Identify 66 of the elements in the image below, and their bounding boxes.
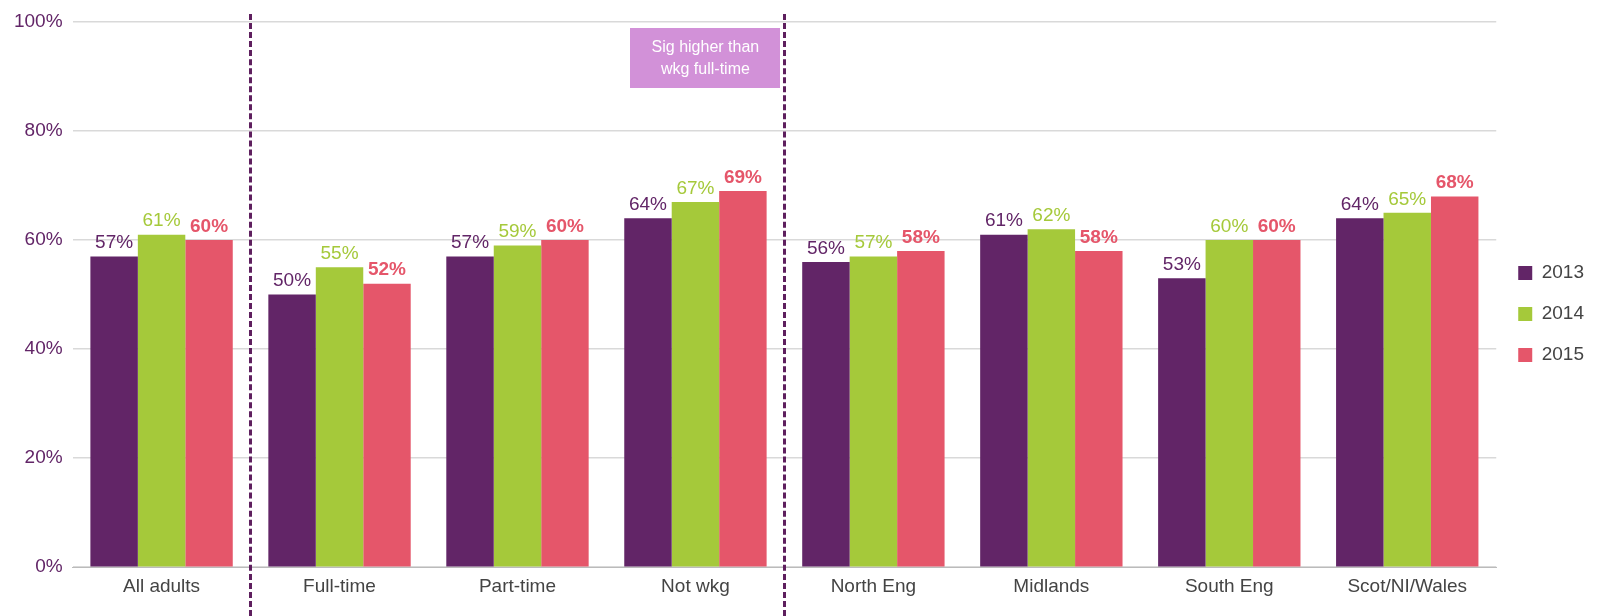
bar <box>624 218 672 567</box>
y-tick-label: 80% <box>24 119 63 141</box>
data-label: 59% <box>498 220 537 242</box>
data-label: 65% <box>1388 187 1427 209</box>
x-tick-label: South Eng <box>1184 574 1274 596</box>
bar <box>849 256 898 567</box>
data-label: 57% <box>451 231 490 253</box>
x-tick-label: North Eng <box>830 574 917 596</box>
bar <box>90 256 138 567</box>
x-tick-label: Scot/NI/Wales <box>1347 574 1468 596</box>
bar <box>268 294 316 567</box>
bar <box>363 283 411 567</box>
bar <box>1383 212 1431 567</box>
data-label: 61% <box>142 209 181 231</box>
data-label: 55% <box>320 242 359 264</box>
data-label: 60% <box>190 214 229 236</box>
data-label: 57% <box>95 231 134 253</box>
data-label: 61% <box>984 209 1024 231</box>
bar <box>671 201 720 567</box>
x-tick-label: Not wkg <box>661 574 730 596</box>
bar <box>137 234 186 567</box>
data-label: 69% <box>723 165 763 187</box>
y-tick-label: 100% <box>13 10 63 32</box>
bar <box>980 234 1028 567</box>
bar <box>1205 240 1254 567</box>
legend-label: 2015 <box>1541 343 1585 365</box>
x-tick-label: Midlands <box>1013 574 1090 596</box>
legend-label: 2013 <box>1541 261 1585 283</box>
data-label: 52% <box>367 258 407 280</box>
bar <box>541 240 589 567</box>
y-tick-label: 0% <box>35 555 63 577</box>
bar <box>802 261 850 567</box>
data-label: 62% <box>1032 203 1071 225</box>
bar <box>897 250 945 567</box>
legend-label: 2014 <box>1541 302 1585 324</box>
y-tick-label: 20% <box>24 446 63 468</box>
bar <box>1158 278 1206 567</box>
data-label: 64% <box>628 193 668 215</box>
bar <box>446 256 494 567</box>
x-tick-label: Full-time <box>303 574 376 596</box>
data-label: 67% <box>676 176 715 198</box>
bar <box>1027 229 1076 567</box>
data-label: 58% <box>901 225 940 247</box>
data-label: 50% <box>273 269 312 291</box>
y-tick-label: 40% <box>24 337 63 359</box>
data-label: 64% <box>1340 193 1379 215</box>
bar <box>1075 250 1123 567</box>
bar <box>1253 240 1301 567</box>
x-tick-label: Part-time <box>478 574 557 596</box>
bar <box>185 240 233 567</box>
data-label: 60% <box>1257 214 1296 236</box>
x-tick-label: All adults <box>123 574 201 596</box>
data-label: 68% <box>1435 171 1474 193</box>
bar <box>1336 218 1384 567</box>
bar <box>719 191 767 567</box>
data-label: 60% <box>545 214 585 236</box>
bar <box>315 267 364 567</box>
data-label: 53% <box>1162 252 1201 274</box>
data-label: 60% <box>1210 214 1249 236</box>
bar <box>1430 196 1479 567</box>
y-tick-label: 60% <box>24 228 63 250</box>
data-label: 56% <box>806 236 846 258</box>
data-label: 57% <box>854 231 893 253</box>
annotation: Sig higher than wkg full-time <box>630 28 781 88</box>
data-label: 58% <box>1079 225 1118 247</box>
bar <box>493 245 542 567</box>
